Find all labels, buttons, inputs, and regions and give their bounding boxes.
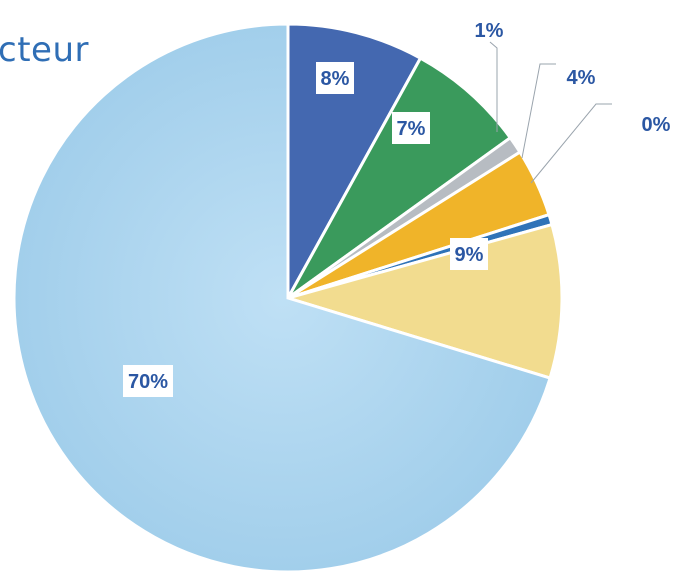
data-label: 7% (397, 118, 426, 140)
data-label-box (316, 62, 354, 94)
data-label: 0% (642, 114, 671, 136)
data-label: 70% (128, 371, 168, 393)
data-label: 9% (455, 244, 484, 266)
pie-slice-70pct (12, 22, 552, 574)
leader-line (489, 41, 498, 132)
data-label-box (392, 112, 430, 144)
data-label-box (123, 365, 173, 397)
data-label: 4% (567, 67, 596, 89)
pie-slice-9pct (282, 222, 564, 380)
chart-title: cteur (0, 30, 89, 70)
leader-line (530, 103, 612, 184)
data-label: 1% (475, 20, 504, 42)
pie-slice-7pct (286, 56, 513, 300)
leader-line (521, 63, 556, 159)
data-label: 8% (321, 68, 350, 90)
data-label-box (450, 238, 488, 270)
